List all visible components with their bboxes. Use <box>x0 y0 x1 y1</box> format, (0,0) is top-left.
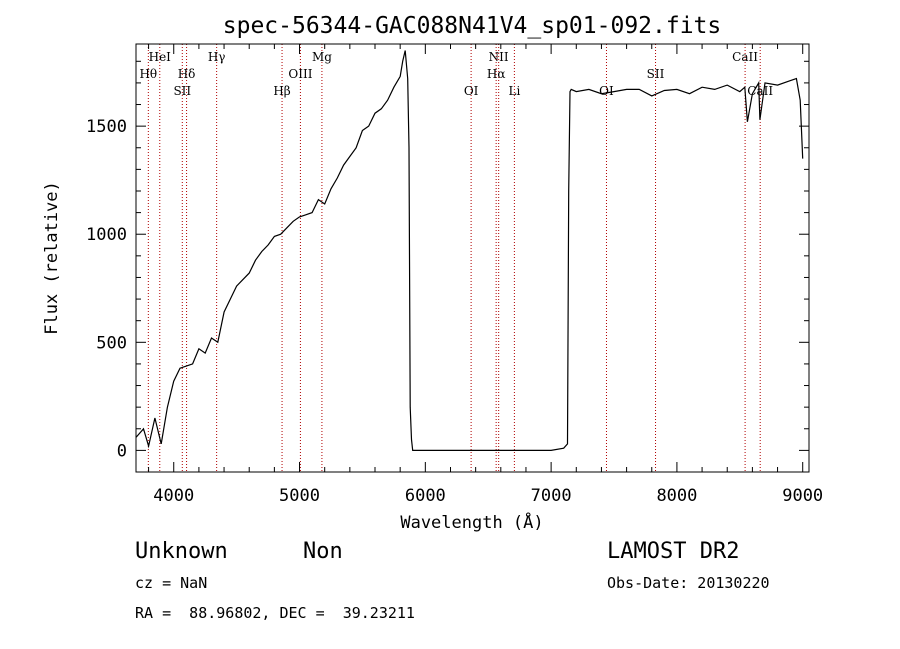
x-tick-label-4: 8000 <box>656 486 697 506</box>
y-axis-label: Flux (relative) <box>42 181 62 335</box>
x-axis-label: Wavelength (Å) <box>400 511 543 533</box>
survey-name: LAMOST DR2 <box>607 539 740 564</box>
y-tick-label-3: 1500 <box>86 117 127 137</box>
marker-label-15: CaII <box>747 84 773 98</box>
marker-label-2: SII <box>173 84 191 98</box>
redshift-cz: cz = NaN <box>135 574 208 592</box>
marker-label-12: OI <box>599 84 614 98</box>
y-tick-label-2: 1000 <box>86 225 127 245</box>
plot-frame <box>135 43 810 473</box>
marker-label-1: HeI <box>149 50 172 64</box>
y-tick-label-0: 0 <box>117 441 127 461</box>
marker-label-8: OI <box>464 84 479 98</box>
marker-label-6: OIII <box>288 67 312 81</box>
coordinates-radec: RA = 88.96802, DEC = 39.23211 <box>135 604 415 622</box>
axis-ticks: 4000 5000 6000 7000 8000 9000 0 500 1000 1500 <box>86 44 823 506</box>
object-class: Unknown <box>135 539 228 564</box>
chart-title: spec-56344-GAC088N41V4_sp01-092.fits <box>223 13 722 39</box>
series-line-0 <box>135 50 804 451</box>
spectrum-series <box>135 50 804 451</box>
marker-label-11: Li <box>508 84 520 98</box>
marker-label-13: SII <box>647 67 665 81</box>
x-tick-label-0: 4000 <box>153 486 194 506</box>
object-subclass: Non <box>303 539 343 564</box>
x-tick-label-3: 7000 <box>531 486 572 506</box>
marker-label-14: CaII <box>732 50 758 64</box>
marker-label-4: Hγ <box>208 50 226 64</box>
marker-label-10: Hα <box>487 67 506 81</box>
marker-label-9: NII <box>489 50 509 64</box>
marker-label-5: Hβ <box>273 84 290 98</box>
y-tick-label-1: 500 <box>96 333 127 353</box>
marker-label-7: Mg <box>312 50 332 64</box>
marker-label-0: Hθ <box>139 67 157 81</box>
x-tick-label-2: 6000 <box>405 486 446 506</box>
observation-date: Obs-Date: 20130220 <box>607 574 770 592</box>
x-tick-label-1: 5000 <box>279 486 320 506</box>
marker-label-3: Hδ <box>178 67 196 81</box>
x-tick-label-5: 9000 <box>782 486 823 506</box>
